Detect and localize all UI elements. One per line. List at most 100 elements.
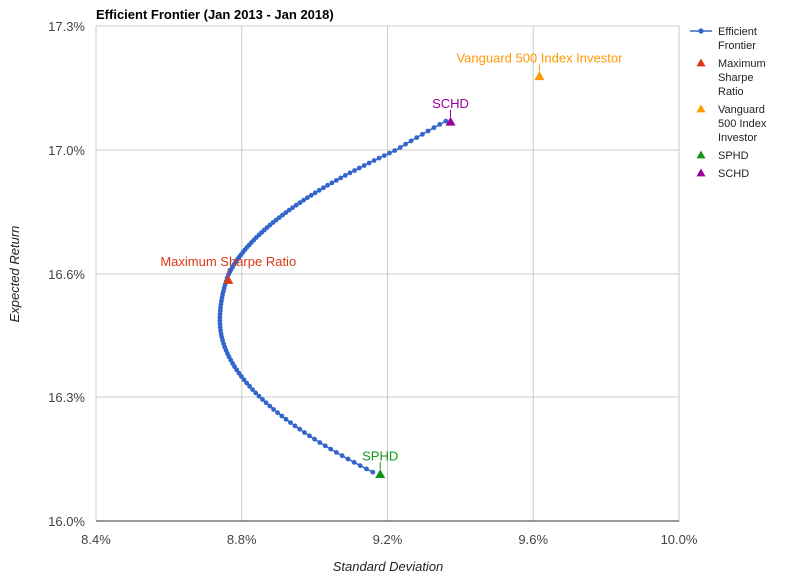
maximum-sharpe-ratio-marker <box>223 275 234 284</box>
frontier-point <box>283 416 289 422</box>
sphd-marker <box>375 469 386 479</box>
legend-marker <box>696 168 706 177</box>
frontier-point <box>339 453 345 459</box>
frontier-point <box>279 413 285 419</box>
y-tick-label: 17.0% <box>48 143 85 158</box>
frontier-point <box>276 215 282 221</box>
frontier-point <box>361 163 367 168</box>
x-axis-title: Standard Deviation <box>333 559 444 574</box>
frontier-point <box>431 125 437 131</box>
frontier-point <box>381 153 387 159</box>
maximum-sharpe-ratio-label: Maximum Sharpe Ratio <box>160 254 296 269</box>
frontier-point <box>414 135 420 141</box>
frontier-point <box>397 145 403 150</box>
legend-label: Efficient Frontier <box>718 26 757 52</box>
schd-label: SCHD <box>432 96 469 111</box>
axis-layer: 8.4% 8.8% 9.2% 9.6% 10.0% 16.0% 16.3% 16.6% 17.0… <box>48 19 698 547</box>
frontier-point <box>364 466 369 472</box>
vanguard-500-index-investor-marker <box>534 71 545 81</box>
frontier-point <box>437 122 443 127</box>
frontier-series <box>217 118 449 475</box>
frontier-point <box>329 180 335 186</box>
legend-label: SPHD <box>718 150 749 162</box>
frontier-point <box>392 148 398 154</box>
frontier-point <box>305 195 310 201</box>
frontier-point <box>371 158 377 163</box>
y-tick-label: 16.3% <box>48 390 85 405</box>
frontier-point <box>301 197 306 203</box>
frontier-point <box>403 141 408 147</box>
frontier-point <box>370 469 376 475</box>
frontier-point <box>283 210 289 216</box>
frontier-point <box>241 377 247 383</box>
grid-layer <box>95 25 680 522</box>
frontier-point <box>293 202 299 208</box>
frontier-point <box>271 407 276 412</box>
frontier-point <box>247 383 253 389</box>
frontier-point <box>338 175 344 181</box>
legend: Efficient Frontier Maximum Sharpe Ratio Vangu… <box>690 26 767 180</box>
y-tick-label: 16.0% <box>48 514 85 529</box>
frontier-point <box>244 380 250 386</box>
frontier-point <box>316 187 322 193</box>
frontier-point <box>256 393 262 399</box>
frontier-point <box>443 118 449 124</box>
legend-marker <box>696 150 706 159</box>
frontier-point <box>308 192 314 198</box>
frontier-point <box>387 150 392 156</box>
legend-label: Vanguard 500 Index Investor <box>718 104 767 144</box>
legend-label: Maximum Sharpe Ratio <box>718 58 766 98</box>
frontier-point <box>317 440 323 445</box>
frontier-point <box>347 170 353 176</box>
frontier-point <box>290 205 295 211</box>
frontier-point <box>250 387 256 392</box>
frontier-point <box>260 397 265 402</box>
legend-marker <box>696 104 706 113</box>
frontier-point <box>286 207 292 213</box>
frontier-point <box>288 420 293 425</box>
sphd-label: SPHD <box>362 448 398 463</box>
frontier-point <box>297 426 303 432</box>
frontier-point <box>312 190 318 196</box>
frontier-line <box>219 120 447 473</box>
frontier-point <box>297 200 303 206</box>
frontier-point <box>334 450 339 455</box>
frontier-point <box>356 165 362 171</box>
y-tick-label: 17.3% <box>48 19 85 34</box>
frontier-point <box>292 423 298 429</box>
x-tick-label: 8.4% <box>81 532 111 547</box>
frontier-point <box>302 430 307 435</box>
frontier-point <box>425 128 431 134</box>
y-axis-title: Expected Return <box>7 226 22 323</box>
legend-frontier-dot <box>698 28 704 34</box>
frontier-point <box>312 436 317 442</box>
frontier-point <box>420 131 425 137</box>
frontier-point <box>275 410 280 416</box>
frontier-point <box>239 374 244 379</box>
frontier-point <box>333 178 339 183</box>
frontier-point <box>328 446 334 452</box>
frontier-point <box>322 443 328 449</box>
frontier-point <box>357 463 363 468</box>
frontier-point <box>376 155 382 161</box>
frontier-point <box>307 433 312 439</box>
frontier-point <box>408 138 414 144</box>
frontier-point <box>267 403 273 409</box>
frontier-point <box>345 456 351 462</box>
schd-marker <box>445 116 456 126</box>
x-tick-label: 9.2% <box>373 532 403 547</box>
legend-label: SCHD <box>718 168 749 180</box>
frontier-point <box>352 168 357 173</box>
chart-title: Efficient Frontier (Jan 2013 - Jan 2018) <box>96 7 334 22</box>
special-points: Maximum Sharpe Ratio Vanguard 500 Index I… <box>160 50 623 479</box>
frontier-point <box>351 459 357 465</box>
y-tick-label: 16.6% <box>48 267 85 282</box>
frontier-point <box>321 185 326 191</box>
x-tick-label: 8.8% <box>227 532 257 547</box>
frontier-point <box>366 160 372 166</box>
frontier-point <box>280 212 285 218</box>
frontier-point <box>253 390 259 396</box>
legend-marker <box>696 58 706 67</box>
